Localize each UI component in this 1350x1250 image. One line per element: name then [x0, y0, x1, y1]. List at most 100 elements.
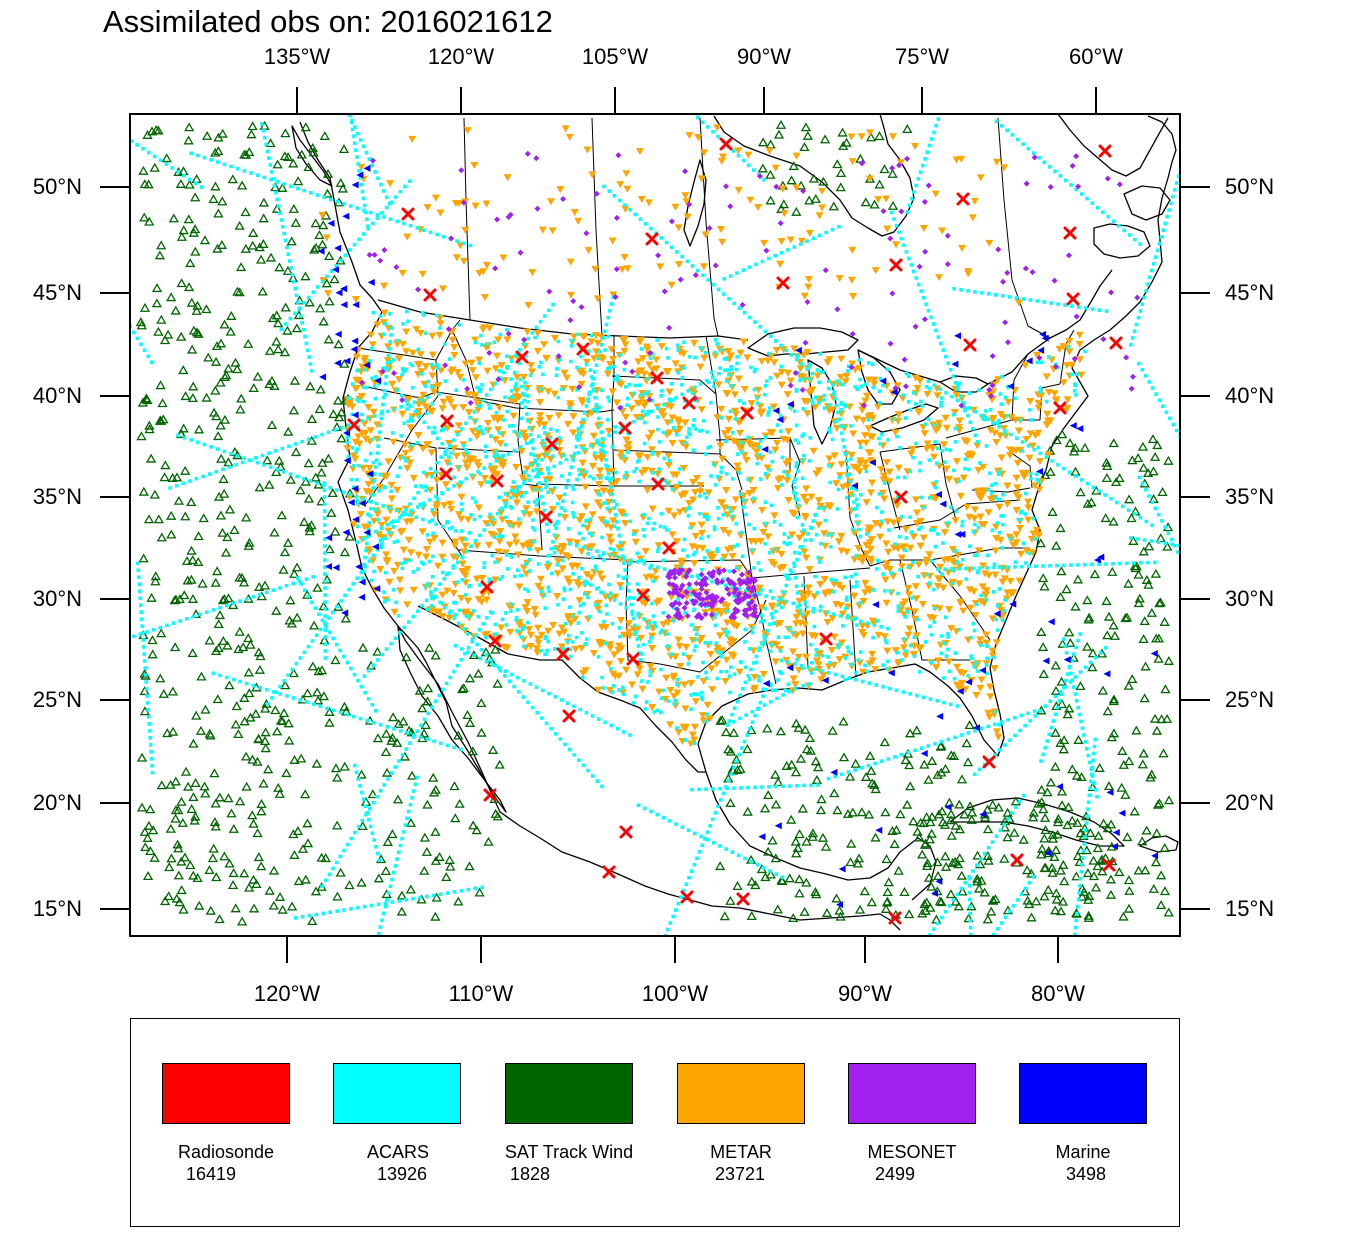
metar-marker: [364, 403, 373, 411]
acars-marker: [557, 512, 562, 517]
acars-marker: [526, 419, 530, 423]
acars-marker: [393, 765, 398, 769]
acars-marker: [426, 711, 431, 716]
metar-marker: [414, 432, 423, 440]
sat-track-wind-marker: [1020, 886, 1031, 896]
metar-marker: [651, 567, 660, 575]
acars-marker: [1068, 680, 1073, 684]
sat-track-wind-marker: [200, 704, 211, 714]
acars-marker: [244, 681, 249, 686]
metar-marker: [608, 355, 617, 363]
metar-marker: [435, 608, 444, 616]
acars-marker: [970, 982, 974, 986]
metar-marker: [807, 493, 816, 501]
acars-marker: [994, 834, 999, 839]
sat-track-wind-marker: [841, 137, 852, 147]
acars-marker: [278, 211, 282, 215]
acars-marker: [343, 253, 348, 258]
metar-marker: [776, 619, 785, 627]
acars-marker: [1157, 241, 1162, 246]
acars-marker: [289, 266, 293, 270]
sat-track-wind-marker: [232, 286, 243, 296]
metar-marker: [456, 373, 465, 381]
acars-marker: [345, 660, 350, 665]
acars-marker: [464, 476, 468, 481]
sat-track-wind-marker: [220, 547, 232, 557]
sat-track-wind-marker: [273, 318, 284, 328]
metar-marker: [891, 241, 900, 249]
sat-track-wind-marker: [763, 790, 774, 800]
acars-marker: [509, 672, 514, 677]
acars-marker: [55, 205, 59, 209]
acars-marker: [26, 157, 30, 161]
acars-marker: [854, 513, 859, 518]
metar-marker: [583, 544, 592, 552]
acars-marker: [971, 996, 975, 1000]
acars-marker: [202, 155, 207, 160]
metar-marker: [666, 686, 675, 694]
sat-track-wind-marker: [305, 381, 316, 391]
sat-track-wind-marker: [1022, 865, 1033, 875]
metar-marker: [512, 463, 521, 471]
sat-track-wind-marker: [151, 283, 163, 293]
sat-track-wind-marker: [1009, 827, 1020, 837]
sat-track-wind-marker: [1143, 579, 1154, 589]
sat-track-wind-marker: [1108, 694, 1120, 704]
acars-marker: [1034, 564, 1038, 569]
metar-marker: [588, 511, 597, 519]
acars-marker: [389, 641, 393, 646]
sat-track-wind-marker: [808, 173, 820, 183]
metar-marker: [901, 526, 910, 534]
acars-marker: [786, 660, 790, 665]
sat-track-wind-marker: [1075, 681, 1086, 691]
metar-marker: [889, 519, 898, 527]
acars-marker: [668, 399, 672, 403]
metar-marker: [1022, 547, 1031, 555]
metar-marker: [691, 488, 700, 496]
sat-track-wind-marker: [1163, 655, 1174, 665]
metar-marker: [637, 469, 646, 477]
sat-track-wind-marker: [218, 635, 229, 645]
metar-marker: [688, 543, 697, 551]
metar-marker: [878, 489, 887, 497]
sat-track-wind-marker: [337, 183, 348, 193]
acars-marker: [407, 513, 412, 517]
acars-marker: [1072, 932, 1077, 936]
acars-marker: [577, 575, 581, 580]
sat-track-wind-marker: [266, 420, 278, 430]
acars-marker: [540, 457, 544, 462]
metar-marker: [696, 482, 705, 490]
acars-marker: [381, 911, 386, 916]
observation-markers: [26, 114, 1180, 1000]
acars-marker: [571, 458, 575, 463]
metar-marker: [919, 225, 928, 233]
sat-track-wind-marker: [1072, 817, 1083, 827]
acars-marker: [262, 463, 266, 467]
acars-marker: [1142, 538, 1147, 542]
sat-track-wind-marker: [1082, 595, 1093, 605]
acars-marker: [202, 442, 207, 447]
metar-marker: [991, 547, 1000, 555]
metar-marker: [911, 374, 920, 382]
acars-marker: [383, 536, 388, 541]
acars-marker: [899, 752, 904, 757]
sat-track-wind-marker: [136, 752, 148, 762]
sat-track-wind-marker: [241, 512, 252, 522]
acars-marker: [613, 430, 617, 434]
metar-marker: [972, 691, 981, 699]
acars-marker: [398, 189, 403, 194]
sat-track-wind-marker: [965, 801, 976, 811]
sat-track-wind-marker: [1063, 802, 1074, 812]
metar-marker: [916, 644, 925, 652]
sat-track-wind-marker: [406, 727, 417, 737]
acars-marker: [668, 921, 673, 925]
metar-marker: [450, 351, 459, 359]
bottom-lon-label: 110°W: [448, 981, 514, 1006]
acars-marker: [106, 124, 110, 128]
acars-marker: [867, 681, 872, 686]
sat-track-wind-marker: [1155, 533, 1166, 543]
sat-track-wind-marker: [258, 213, 269, 223]
metar-marker: [362, 435, 371, 443]
metar-marker: [992, 728, 1001, 736]
acars-marker: [355, 576, 360, 580]
